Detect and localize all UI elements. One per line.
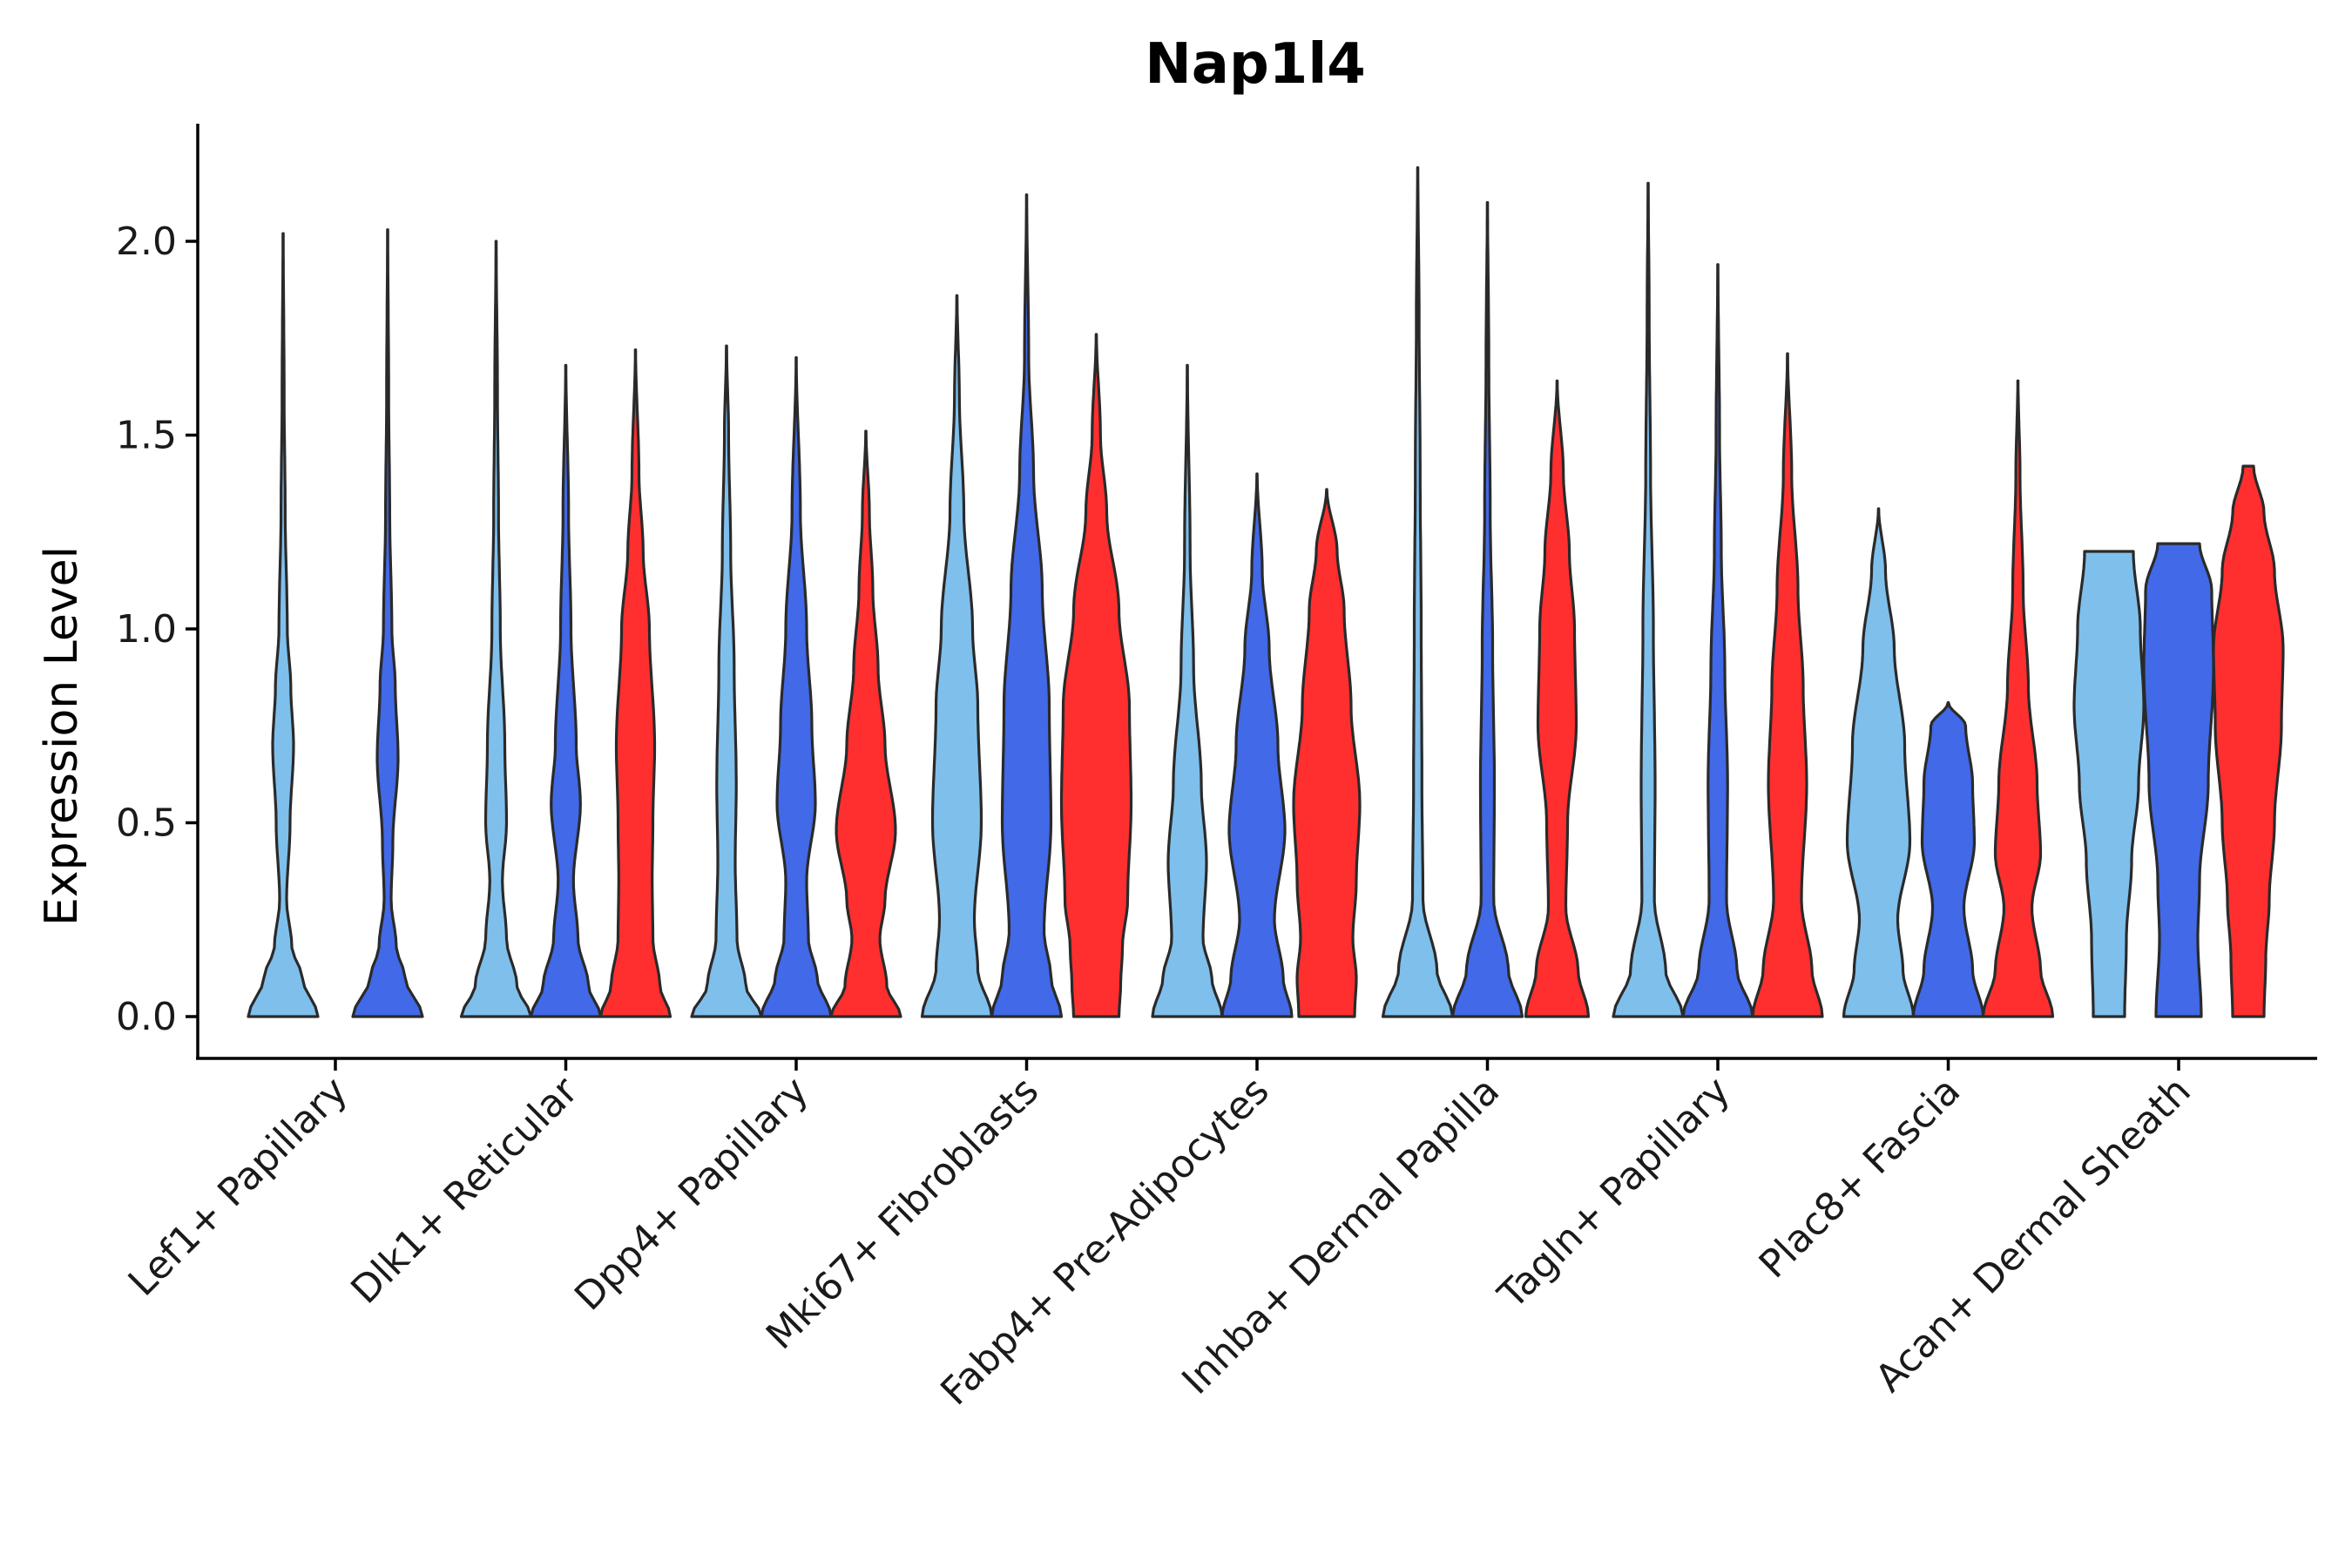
violin-blue-cat-7 [1911, 700, 1985, 1018]
violin-light-blue-cat-4 [1151, 363, 1224, 1018]
violin-light-blue-cat-8 [2072, 550, 2146, 1018]
y-tick-label: 0.0 [116, 995, 177, 1039]
y-axis-ticks: 0.0 0.5 1.0 1.5 2.0 [116, 220, 198, 1039]
x-tick-label: Plac8+ Fascia [1751, 1069, 1970, 1288]
y-tick-label: 1.5 [116, 414, 177, 458]
violin-red-cat-8 [2212, 464, 2285, 1018]
x-tick-label: Dpp4+ Papillary [566, 1069, 817, 1320]
x-tick-label: Tagln+ Papillary [1490, 1069, 1739, 1318]
violin-blue-cat-2 [760, 355, 833, 1018]
violin-red-cat-1 [598, 348, 672, 1018]
violin-blue-cat-5 [1450, 200, 1524, 1018]
violin-light-blue-cat-7 [1842, 507, 1916, 1018]
violin-light-blue-cat-0 [247, 232, 320, 1018]
violin-blue-cat-4 [1220, 472, 1294, 1018]
violin-red-cat-3 [1059, 333, 1133, 1018]
violin-light-blue-cat-5 [1381, 166, 1455, 1018]
violin-blue-cat-1 [529, 363, 603, 1018]
violin-light-blue-cat-3 [920, 294, 994, 1018]
x-tick-label: Lef1+ Papillary [120, 1069, 356, 1305]
y-tick-label: 2.0 [116, 220, 177, 264]
violin-blue-cat-6 [1681, 263, 1754, 1018]
violin-blue-cat-8 [2142, 542, 2215, 1018]
violin-light-blue-cat-6 [1612, 181, 1685, 1018]
violin-light-blue-cat-2 [690, 344, 763, 1018]
violin-blue-cat-3 [990, 193, 1064, 1018]
violin-layer [247, 166, 2285, 1018]
violin-blue-cat-0 [351, 228, 424, 1018]
y-tick-label: 0.5 [116, 801, 177, 846]
y-axis-title: Expression Level [36, 546, 88, 926]
violin-light-blue-cat-1 [459, 240, 533, 1018]
x-tick-label: Dlk1+ Reticular [342, 1068, 587, 1313]
violin-red-cat-6 [1751, 352, 1824, 1018]
violin-red-cat-4 [1292, 488, 1362, 1018]
violin-red-cat-2 [829, 429, 902, 1018]
violin-red-cat-5 [1524, 379, 1591, 1018]
chart-title: Nap1l4 [1145, 32, 1366, 97]
violin-red-cat-7 [1981, 379, 2055, 1018]
y-tick-label: 1.0 [116, 607, 177, 652]
